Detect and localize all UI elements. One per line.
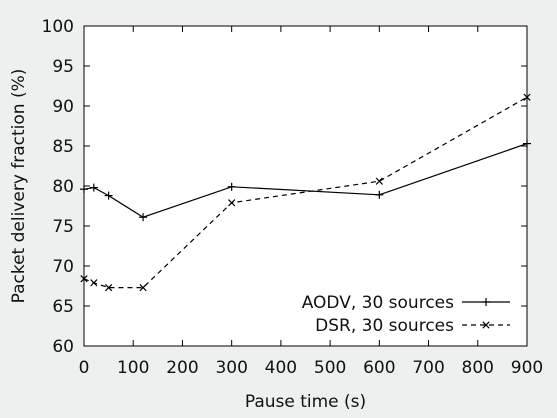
y-tick-label: 95 xyxy=(52,57,74,77)
data-point-dsr-30-sources xyxy=(375,177,383,185)
data-point-dsr-30-sources xyxy=(104,283,113,292)
data-point-dsr-30-sources xyxy=(523,93,531,101)
x-tick-label: 400 xyxy=(265,358,297,378)
legend-marker xyxy=(482,321,490,329)
data-point-dsr-30-sources xyxy=(90,279,98,287)
y-tick-label: 90 xyxy=(52,97,74,117)
x-tick-label: 900 xyxy=(511,358,543,378)
data-point-aodv-30-sources xyxy=(139,213,148,222)
y-tick-label: 100 xyxy=(42,17,74,37)
data-point-aodv-30-sources xyxy=(523,139,531,148)
legend-label: DSR, 30 sources xyxy=(315,316,454,336)
y-axis-ticks: 60 65 70 75 80 85 90 95 100 xyxy=(42,17,527,357)
y-tick-label: 70 xyxy=(52,257,74,277)
data-point-dsr-30-sources xyxy=(139,283,147,292)
x-tick-label: 700 xyxy=(412,358,444,378)
x-axis-ticks: 0 100 200 300 400 500 600 700 800 900 xyxy=(79,26,543,378)
data-point-aodv-30-sources xyxy=(80,185,88,194)
data-point-aodv-30-sources xyxy=(89,183,98,192)
data-point-aodv-30-sources xyxy=(104,191,113,200)
x-tick-label: 600 xyxy=(363,358,395,378)
y-tick-label: 65 xyxy=(52,297,74,317)
legend-marker xyxy=(482,298,490,306)
data-point-aodv-30-sources xyxy=(227,182,236,191)
x-tick-label: 100 xyxy=(117,358,149,378)
y-axis-label: Packet delivery fraction (%) xyxy=(9,69,29,304)
data-point-aodv-30-sources xyxy=(375,190,384,199)
y-tick-label: 60 xyxy=(52,337,74,357)
x-axis-label: Pause time (s) xyxy=(245,392,366,412)
y-tick-label: 75 xyxy=(52,217,74,237)
series-layer xyxy=(80,93,531,292)
legend: AODV, 30 sources DSR, 30 sources xyxy=(302,293,510,336)
data-point-dsr-30-sources xyxy=(228,199,236,207)
x-tick-label: 300 xyxy=(215,358,247,378)
x-tick-label: 800 xyxy=(462,358,494,378)
plot-area xyxy=(83,25,528,347)
x-tick-label: 500 xyxy=(314,358,346,378)
x-tick-label: 200 xyxy=(166,358,198,378)
x-tick-label: 0 xyxy=(79,358,90,378)
y-tick-label: 85 xyxy=(52,137,74,157)
data-point-dsr-30-sources xyxy=(80,275,88,283)
legend-label: AODV, 30 sources xyxy=(302,293,454,313)
y-tick-label: 80 xyxy=(52,177,74,197)
